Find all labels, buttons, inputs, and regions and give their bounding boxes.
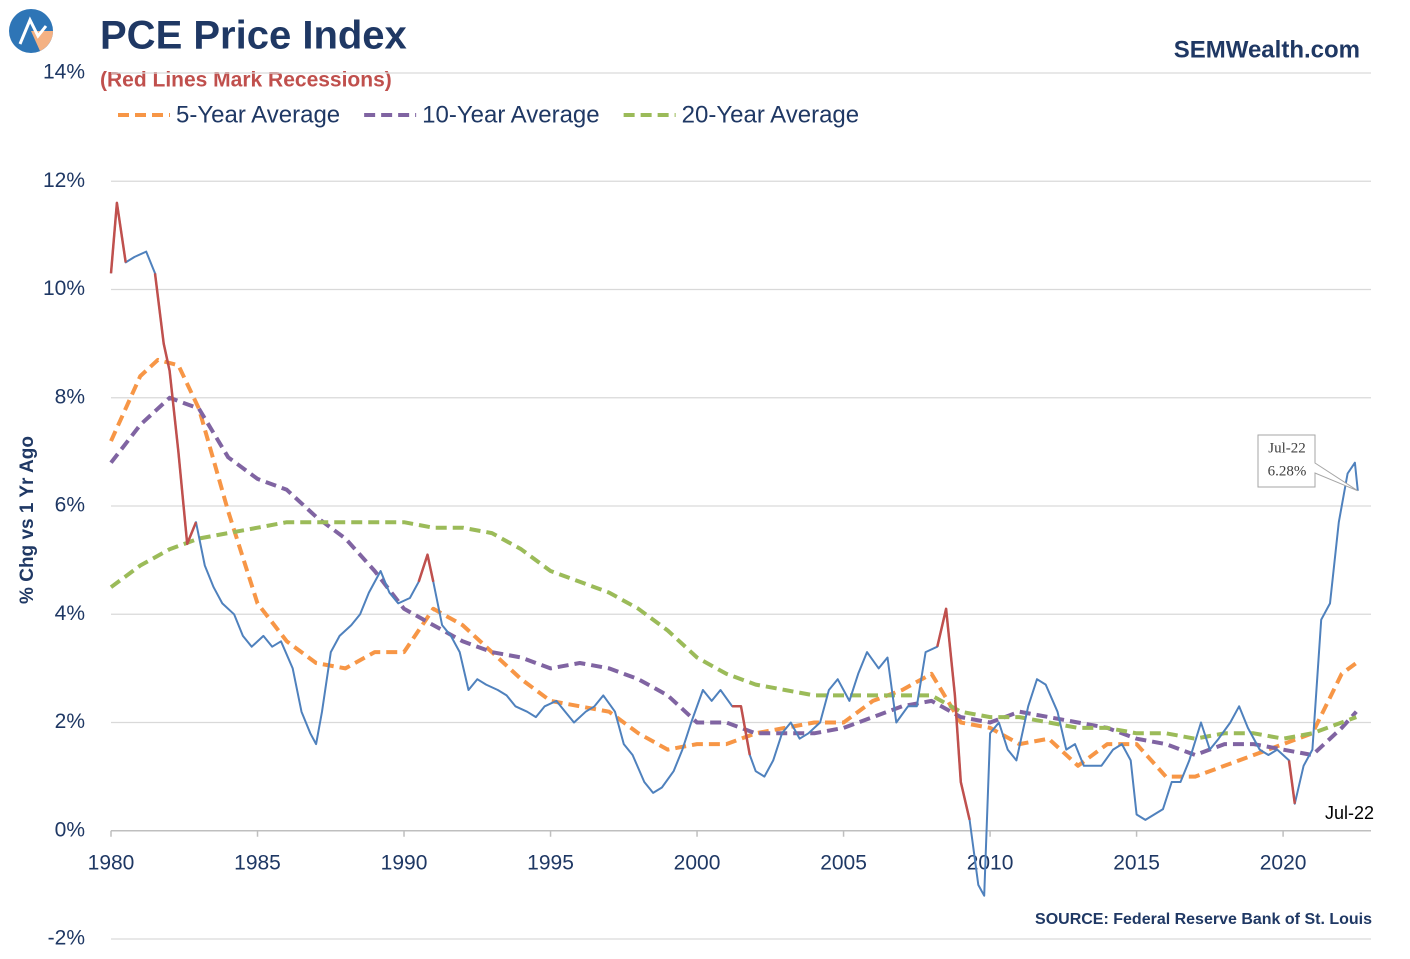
legend-label: 20-Year Average (682, 101, 859, 128)
x-tick-label: 2020 (1260, 852, 1307, 875)
recession-line (417, 553, 435, 583)
logo (9, 9, 53, 53)
y-tick-label: 0% (55, 818, 85, 841)
y-axis-label: % Chg vs 1 Yr Ago (17, 436, 38, 604)
average-line (109, 357, 1358, 779)
legend-label: 10-Year Average (422, 101, 599, 128)
x-tick-label: 1985 (234, 852, 281, 875)
y-tick-label: 12% (43, 169, 85, 192)
average-line (109, 520, 1357, 741)
y-tick-label: 2% (55, 710, 85, 733)
y-tick-label: 4% (55, 602, 85, 625)
average-line (109, 395, 1358, 757)
legend-label: 5-Year Average (176, 101, 340, 128)
y-tick-label: 14% (43, 61, 85, 84)
source: SOURCE: Federal Reserve Bank of St. Loui… (1035, 911, 1372, 928)
x-tick-label: 2015 (1113, 852, 1160, 875)
x-tick-label: 2010 (967, 852, 1014, 875)
y-tick-label: 10% (43, 277, 85, 300)
callout-label: Jul-22 (1268, 440, 1306, 456)
x-tick-label: 1995 (527, 852, 574, 875)
x-tick-label: 2005 (820, 852, 867, 875)
callout-value: 6.28% (1268, 463, 1307, 479)
recession-line (109, 201, 127, 274)
x-tick-label: 1990 (381, 852, 428, 875)
y-tick-label: 8% (55, 385, 85, 408)
x-tick-label: 2000 (674, 852, 721, 875)
callout-box (1257, 434, 1359, 492)
y-tick-label: 6% (55, 494, 85, 517)
y-tick-label: -2% (48, 927, 85, 950)
recession-line (1287, 760, 1297, 804)
recession-line (732, 705, 752, 756)
chart-title: PCE Price Index (100, 14, 407, 58)
recession-line (153, 273, 198, 546)
x-tick-label: 1980 (88, 852, 135, 875)
recession-line (936, 607, 971, 821)
brand: SEMWealth.com (1174, 36, 1360, 63)
end-date-label: Jul-22 (1325, 803, 1374, 823)
pce-line (110, 201, 1359, 897)
chart-subtitle: (Red Lines Mark Recessions) (100, 69, 392, 92)
